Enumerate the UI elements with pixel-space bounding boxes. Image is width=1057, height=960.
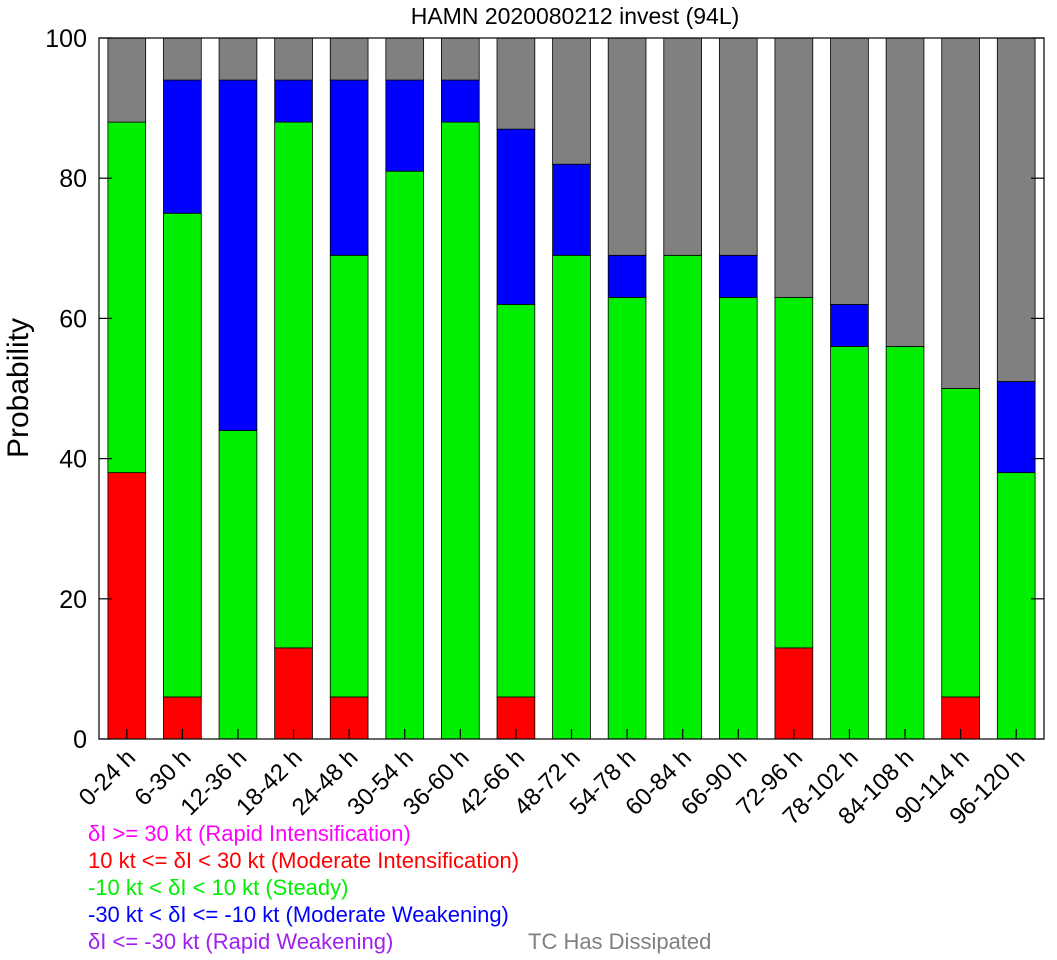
bar-segment [607,37,647,256]
bar-segment [274,37,313,81]
bar-segment [496,37,536,130]
bar-segment [329,79,369,256]
bar-segment [941,37,980,389]
y-tick-label: 100 [45,25,87,53]
bar-segment [718,254,758,298]
bar-segment [163,79,202,214]
bar-segment [607,254,647,298]
bar-segment [496,128,536,305]
y-axis-label: Probability [2,318,35,458]
bar-segment [830,37,869,305]
bar-segment [107,472,147,740]
bar-segment [329,37,369,81]
bar-segment [830,346,869,740]
bar-segment [107,121,147,474]
bar-segment [385,170,425,740]
bar-segment [996,472,1036,740]
bar-segment [274,79,313,123]
bar-segment [774,647,814,740]
y-tick-label: 20 [59,586,87,614]
bar-segment [552,163,591,256]
bar-segment [496,303,536,698]
bar-segment [552,254,591,740]
bar-segment [329,254,369,698]
bar-segment [774,296,814,649]
bar-segment [385,37,425,81]
bar-segment [107,37,147,123]
bar-segment [218,79,258,431]
bar-segment [218,430,258,740]
y-tick-label: 0 [73,726,87,754]
legend-entry: δI <= -30 kt (Rapid Weakening) [88,929,394,954]
bar-segment [441,79,480,123]
bar-segment [718,37,758,256]
bar-segment [774,37,814,298]
bar-segment [163,212,202,698]
legend-entry: TC Has Dissipated [528,929,712,954]
bar-segment [885,346,925,740]
bar-segment [941,388,980,698]
bar-segment [163,37,202,81]
bar-segment [885,37,925,347]
bar-segment [663,37,702,256]
bar-segment [552,37,591,165]
bar-segment [274,647,313,740]
legend-entry: δI >= 30 kt (Rapid Intensification) [88,821,411,846]
y-tick-label: 60 [59,305,87,333]
bar-segment [996,37,1036,382]
x-tick-labels: 0-24 h6-30 h12-36 h18-42 h24-48 h30-54 h… [74,744,1031,830]
legend-entry: 10 kt <= δI < 30 kt (Moderate Intensific… [88,848,520,873]
bars-group [107,37,1036,740]
bar-segment [441,121,480,740]
bar-segment [441,37,480,81]
x-tick-label: 0-24 h [74,744,141,811]
bar-segment [663,254,702,740]
bar-segment [274,121,313,649]
y-tick-label: 40 [59,446,87,474]
bar-segment [830,303,869,347]
bar-segment [718,296,758,740]
chart-title: HAMN 2020080212 invest (94L) [411,3,740,29]
bar-segment [996,381,1036,474]
bar-segment [385,79,425,172]
legend-entry: -10 kt < δI < 10 kt (Steady) [88,875,349,900]
y-tick-label: 80 [59,165,87,193]
legend-entry: -30 kt < δI <= -10 kt (Moderate Weakenin… [88,902,509,927]
axes-group: 0 20 40 60 80 100 [45,25,1045,754]
bar-segment [607,296,647,740]
bar-segment [218,37,258,81]
